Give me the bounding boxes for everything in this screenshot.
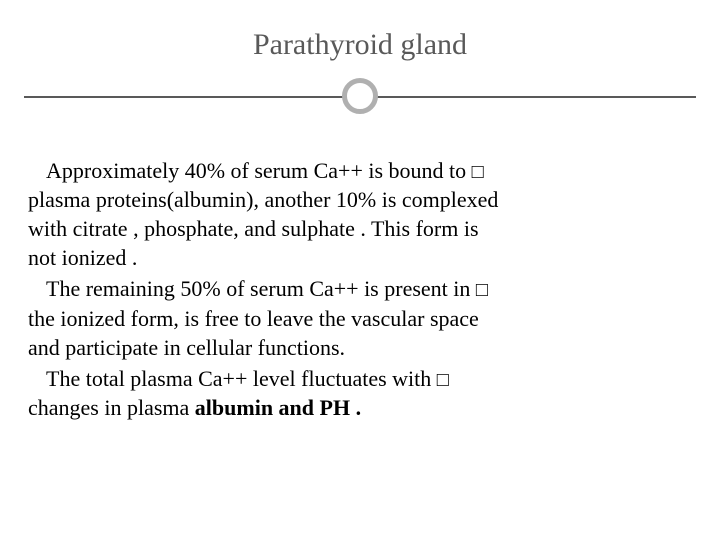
- divider-circle-icon: [342, 78, 378, 114]
- p3-text-2b-bold: albumin and PH .: [195, 395, 361, 420]
- p2-text-3: and participate in cellular functions.: [28, 335, 345, 360]
- paragraph-3: The total plasma Ca++ level fluctuates w…: [28, 364, 692, 422]
- p1-text-3: with citrate , phosphate, and sulphate .…: [28, 216, 479, 241]
- p1-text-4: not ionized .: [28, 245, 137, 270]
- p1-text-1: Approximately 40% of serum Ca++ is bound…: [46, 158, 472, 183]
- slide-title: Parathyroid gland: [24, 28, 696, 62]
- paragraph-1: Approximately 40% of serum Ca++ is bound…: [28, 156, 692, 272]
- bullet-icon: □: [476, 279, 488, 301]
- slide-container: Parathyroid gland Approximately 40% of s…: [0, 0, 720, 540]
- p2-text-2: the ionized form, is free to leave the v…: [28, 306, 479, 331]
- bullet-icon: □: [437, 369, 449, 391]
- title-divider: [24, 78, 696, 114]
- body-text: Approximately 40% of serum Ca++ is bound…: [24, 156, 696, 422]
- title-area: Parathyroid gland: [24, 28, 696, 114]
- p3-text-1: The total plasma Ca++ level fluctuates w…: [46, 366, 437, 391]
- paragraph-2: The remaining 50% of serum Ca++ is prese…: [28, 274, 692, 361]
- bullet-icon: □: [472, 161, 484, 183]
- p1-text-2: plasma proteins(albumin), another 10% is…: [28, 187, 498, 212]
- p3-text-2a: changes in plasma: [28, 395, 195, 420]
- p2-text-1: The remaining 50% of serum Ca++ is prese…: [46, 276, 476, 301]
